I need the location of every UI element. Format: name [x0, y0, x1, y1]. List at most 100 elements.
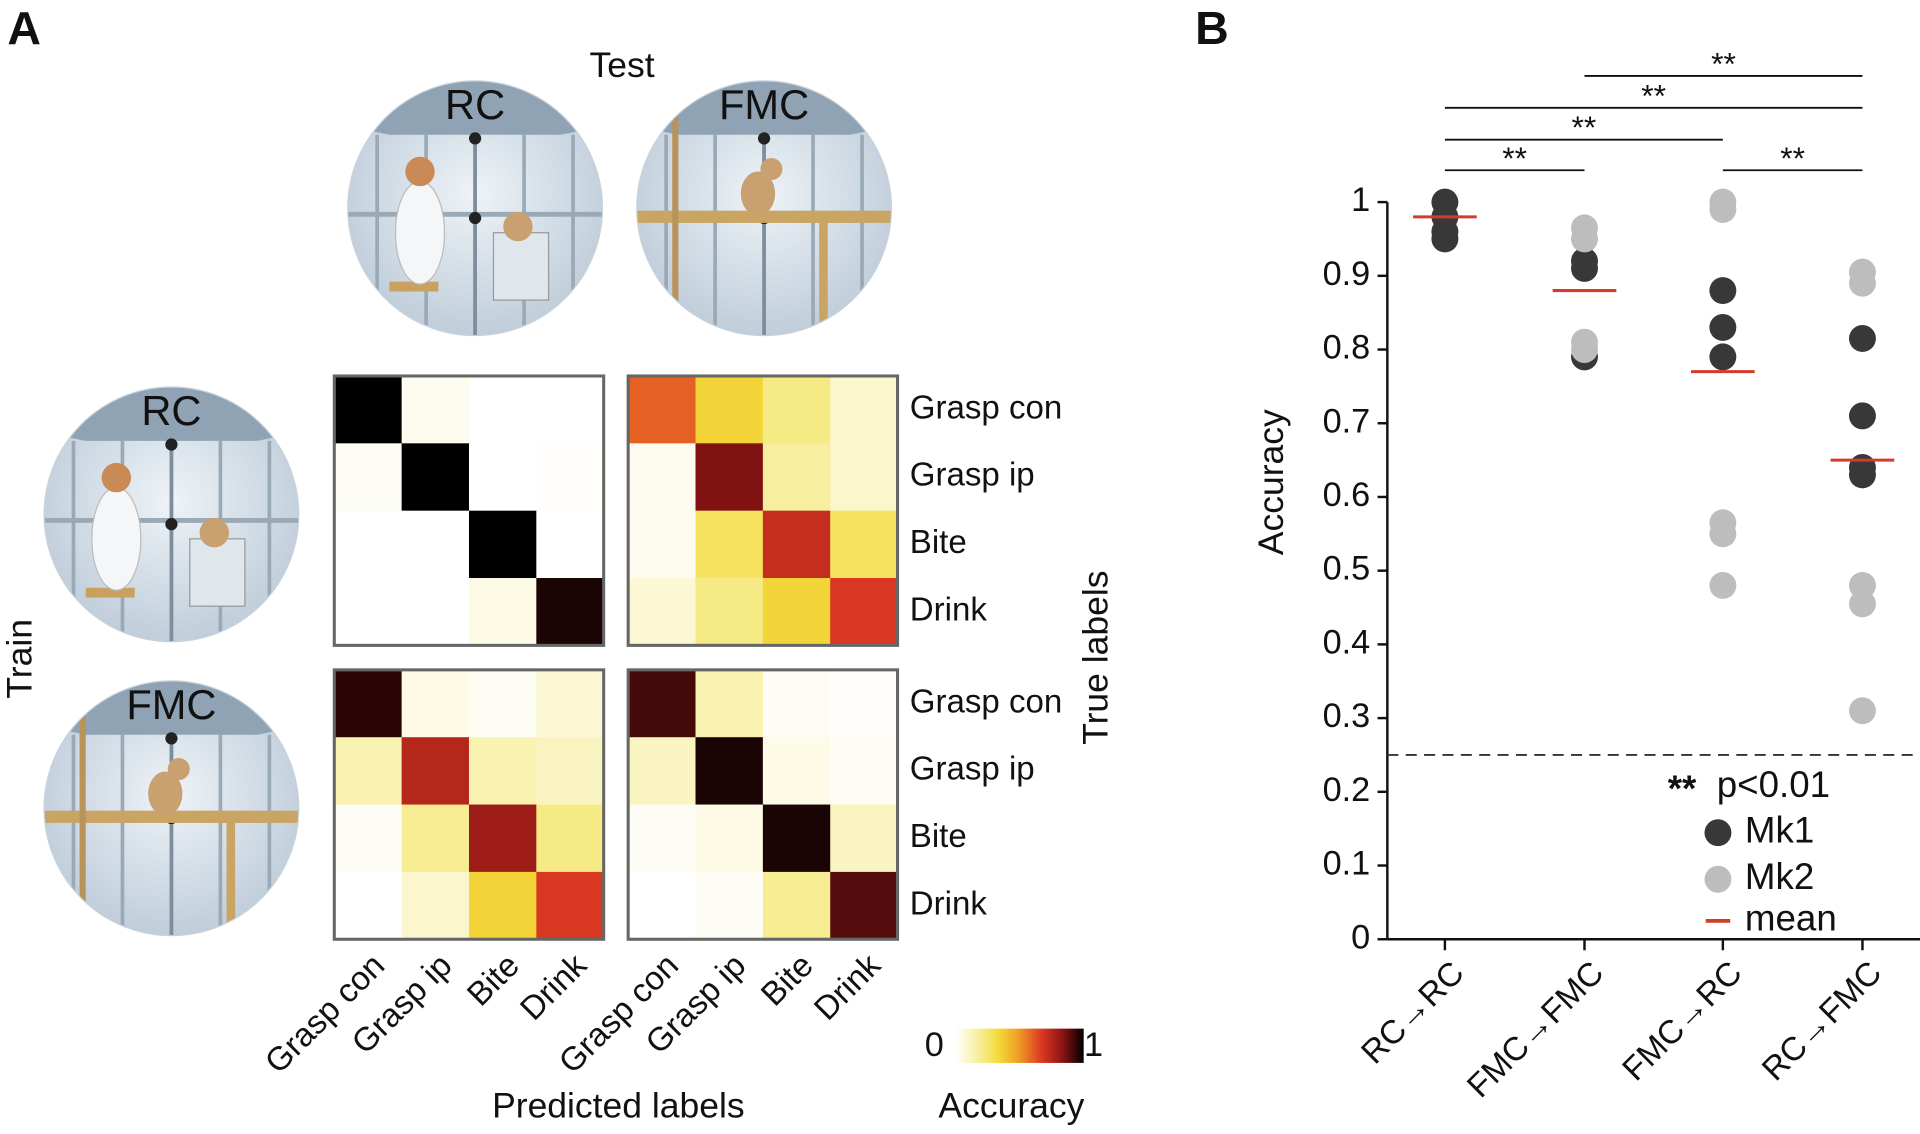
dot	[1709, 313, 1737, 341]
illustration-label: FMC	[126, 681, 216, 728]
heatmap-cell	[468, 737, 537, 806]
outline	[347, 80, 604, 337]
illustration-label: FMC	[719, 81, 809, 128]
dot	[1848, 697, 1876, 725]
heatmap-cell	[628, 669, 697, 738]
heatmap-border	[626, 374, 900, 647]
significance-label: **	[1780, 140, 1805, 176]
heatmap-cell	[536, 375, 605, 444]
colorbar	[955, 1028, 1084, 1063]
monkey-head	[167, 758, 190, 781]
y-tick-label: 1	[1351, 181, 1370, 219]
heatmap-cell	[334, 804, 403, 873]
illustration: RC	[347, 80, 604, 337]
heatmap-cell	[762, 669, 831, 738]
heatmap-border	[626, 668, 900, 941]
row-label: Bite	[910, 818, 967, 855]
y-tick-label: 0.4	[1323, 623, 1371, 661]
heatmap-cell	[334, 737, 403, 806]
dot	[1571, 336, 1598, 363]
heatmap-cell	[695, 578, 764, 646]
heatmap-cell	[401, 804, 470, 873]
heatmap-cell	[468, 578, 537, 646]
panel-label: A	[7, 2, 41, 54]
marker	[468, 211, 482, 225]
heatmap-cell	[334, 510, 403, 579]
heatmap-cell	[468, 804, 537, 873]
heatmap-cell	[334, 375, 403, 444]
heatmap-cell	[762, 578, 831, 646]
dot	[1571, 225, 1598, 253]
heatmap-cell	[334, 443, 403, 512]
row-label: Grasp con	[910, 389, 1062, 426]
heatmap-cell	[762, 510, 831, 579]
illustration: RC	[43, 386, 300, 643]
heatmap-cell	[468, 871, 537, 940]
dot	[1709, 343, 1737, 371]
heatmap-cell	[401, 669, 470, 738]
heatmap-cell	[536, 510, 605, 579]
dot	[1709, 277, 1737, 305]
legend-dot	[1704, 865, 1732, 893]
heatmap-cell	[762, 804, 831, 873]
heatmap-cell	[830, 737, 899, 806]
heatmap-border	[332, 668, 606, 941]
heatmap-cell	[468, 375, 537, 444]
outline	[43, 386, 300, 643]
y-tick-label: 0	[1351, 918, 1370, 956]
heatmap-cell	[628, 578, 697, 646]
dot	[1848, 402, 1876, 430]
row-label: Drink	[910, 591, 988, 628]
leg	[819, 220, 828, 331]
dot	[1709, 196, 1737, 223]
dot	[1848, 590, 1876, 618]
heatmap-cell	[762, 443, 831, 512]
legend-dot	[1704, 819, 1732, 847]
leg	[226, 820, 236, 931]
heatmap-cell	[695, 871, 764, 940]
colorbar-tick: 1	[1084, 1026, 1103, 1064]
box	[189, 538, 246, 607]
heatmap-cell	[628, 871, 697, 940]
heatmap-cell	[830, 578, 899, 646]
heatmap-cell	[468, 510, 537, 579]
heatmap-cell	[628, 737, 697, 806]
box	[492, 232, 550, 301]
y-tick-label: 0.6	[1323, 476, 1371, 514]
heatmap-cell	[536, 871, 605, 940]
heatmap-cell	[536, 737, 605, 806]
x-tick-label: RC→FMC	[1755, 954, 1889, 1088]
significance-label: **	[1571, 109, 1596, 145]
marker	[165, 438, 178, 451]
heatmap-cell	[536, 578, 605, 646]
heatmap-cell	[762, 737, 831, 806]
heatmap-cell	[468, 669, 537, 738]
dot	[1571, 254, 1598, 282]
dot	[1848, 461, 1876, 489]
legend-note: p<0.01	[1717, 764, 1830, 805]
illustration: FMC	[43, 680, 300, 937]
row-label: Grasp ip	[910, 751, 1035, 788]
person	[91, 486, 142, 591]
dot	[1709, 520, 1737, 548]
heatmap-cell	[536, 669, 605, 738]
significance-label: **	[1641, 77, 1666, 113]
heatmap-cell	[401, 375, 470, 444]
col-label: Drink	[807, 947, 888, 1028]
heatmap-cell	[695, 804, 764, 873]
marker	[165, 732, 178, 745]
x-tick-label: RC→RC	[1354, 954, 1471, 1071]
pole	[44, 810, 299, 823]
person	[394, 180, 446, 285]
heatmap-cell	[401, 871, 470, 940]
colorbar-tick: 0	[925, 1026, 944, 1064]
illustration-label: RC	[445, 81, 505, 128]
colorbar-label: Accuracy	[938, 1086, 1084, 1126]
heatmap-cell	[695, 443, 764, 512]
chair	[389, 281, 439, 292]
legend-label: Mk2	[1745, 856, 1814, 897]
chair	[85, 587, 135, 598]
monkey	[148, 771, 183, 816]
heatmap-cell	[536, 804, 605, 873]
